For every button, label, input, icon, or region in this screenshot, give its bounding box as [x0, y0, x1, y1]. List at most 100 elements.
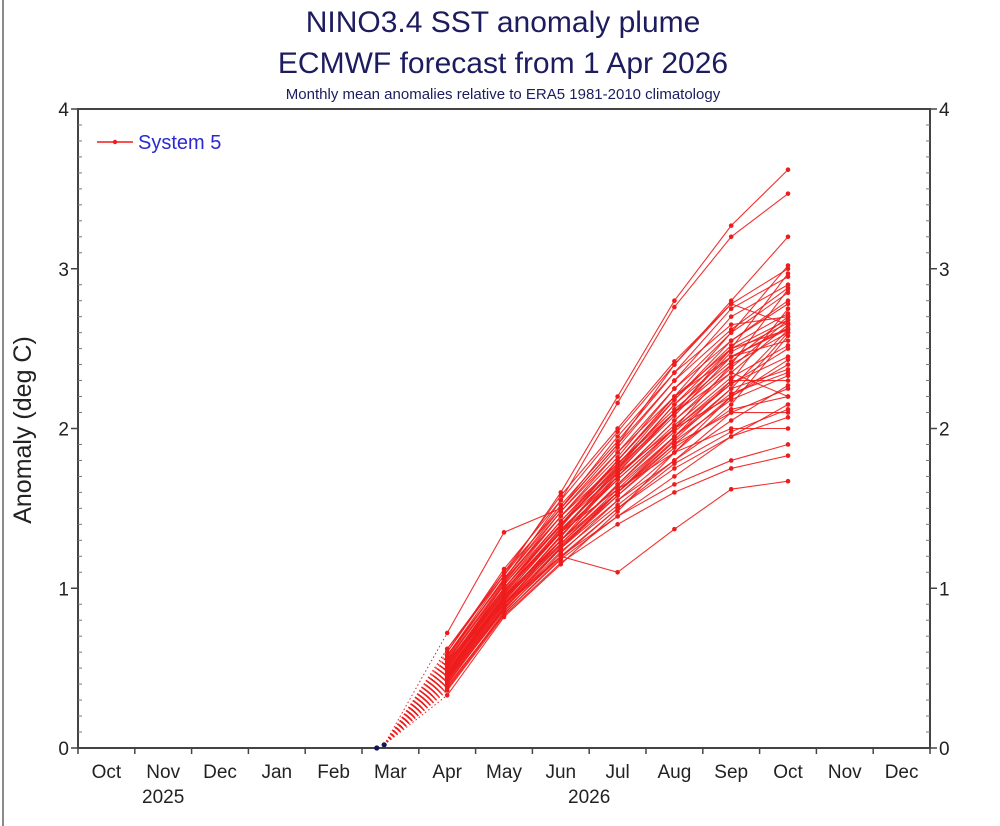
member-point	[615, 474, 620, 479]
member-point	[785, 234, 791, 240]
member-point	[728, 338, 734, 343]
member-point	[558, 538, 564, 543]
member-point	[728, 223, 734, 228]
member-point	[728, 354, 734, 359]
x-tick-label: Sep	[714, 762, 748, 783]
member-point	[558, 509, 564, 514]
member-point	[785, 394, 791, 399]
member-point	[785, 191, 791, 196]
member-point	[501, 585, 507, 591]
member-point	[444, 630, 450, 636]
member-point	[558, 498, 564, 503]
member-point	[728, 362, 734, 367]
member-point	[501, 577, 507, 583]
member-point	[728, 397, 734, 403]
member-point	[785, 330, 791, 335]
initial-dotted-link	[383, 655, 448, 746]
x-tick-label: Jul	[605, 762, 629, 783]
initial-dotted-link	[383, 677, 448, 746]
member-point	[785, 362, 791, 367]
member-point	[558, 549, 564, 554]
member-point	[444, 662, 450, 668]
legend-label: System 5	[138, 132, 221, 154]
ensemble-member	[383, 290, 791, 746]
member-point	[558, 560, 564, 565]
y-tick-label-left: 3	[58, 260, 69, 281]
member-point	[728, 394, 734, 399]
member-point	[672, 461, 677, 466]
x-tick-label: May	[486, 762, 522, 783]
x-tick-label: Apr	[432, 762, 462, 783]
member-point	[615, 458, 620, 463]
y-tick-label-right: 4	[939, 100, 950, 121]
member-point	[672, 397, 677, 403]
member-point	[728, 375, 734, 380]
member-point	[785, 478, 791, 484]
x-tick-label: Aug	[657, 762, 691, 783]
initial-dotted-link	[383, 674, 448, 746]
member-point	[615, 498, 620, 503]
member-point	[728, 346, 734, 351]
ensemble-member	[383, 301, 791, 746]
ensemble-member	[383, 442, 791, 746]
initial-dotted-link	[383, 666, 448, 746]
member-point	[785, 263, 791, 268]
member-point	[672, 482, 677, 487]
member-point	[615, 490, 620, 495]
member-point	[615, 400, 620, 406]
member-point	[728, 234, 734, 240]
member-point	[728, 343, 734, 348]
member-point	[785, 453, 791, 458]
chart-title: NINO3.4 SST anomaly plume	[306, 6, 701, 39]
plot-frame	[77, 108, 931, 749]
year-label: 2026	[568, 787, 610, 808]
member-point	[444, 678, 450, 684]
member-line	[446, 368, 789, 675]
y-axis-label: Anomaly (deg C)	[9, 336, 37, 524]
member-point	[672, 445, 677, 450]
initial-dotted-link	[383, 677, 448, 746]
initial-dotted-link	[383, 683, 448, 746]
initial-dotted-link	[383, 680, 448, 746]
member-point	[672, 490, 677, 495]
initial-dotted-link	[383, 651, 448, 746]
member-point	[785, 333, 791, 339]
initial-dotted-link	[383, 667, 448, 746]
initial-dotted-link	[383, 675, 448, 746]
member-point	[444, 653, 450, 658]
axes: 0 0 1 1 2 2 3 3 4 4 Oct Nov Dec Jan Feb Mar Apr May Jun Jul…	[58, 100, 950, 808]
member-point	[672, 402, 677, 407]
member-point	[672, 466, 677, 471]
member-point	[615, 522, 620, 527]
member-point	[444, 673, 450, 679]
initial-dotted-link	[383, 690, 448, 746]
initial-dotted-link	[383, 685, 448, 746]
member-point	[728, 349, 734, 355]
y-tick-label-left: 0	[58, 739, 69, 760]
member-point	[785, 346, 791, 351]
member-point	[672, 359, 677, 364]
member-point	[558, 544, 564, 550]
member-point	[728, 327, 734, 332]
y-tick-label-left: 1	[58, 579, 69, 600]
member-point	[728, 386, 734, 391]
x-tick-label: Dec	[203, 762, 237, 783]
x-tick-label: Dec	[885, 762, 919, 783]
member-point	[728, 359, 734, 364]
member-point	[728, 426, 734, 431]
member-point	[672, 458, 677, 463]
initial-dotted-link	[383, 677, 448, 746]
member-point	[785, 327, 791, 332]
member-point	[728, 418, 734, 423]
member-point	[615, 394, 620, 399]
member-point	[785, 290, 791, 296]
member-point	[728, 391, 734, 396]
member-point	[444, 681, 450, 687]
member-point	[785, 298, 791, 304]
member-point	[672, 386, 677, 391]
member-point	[615, 486, 620, 492]
initial-dotted-link	[383, 664, 448, 746]
member-point	[672, 378, 677, 383]
initial-dotted-link	[383, 682, 448, 746]
